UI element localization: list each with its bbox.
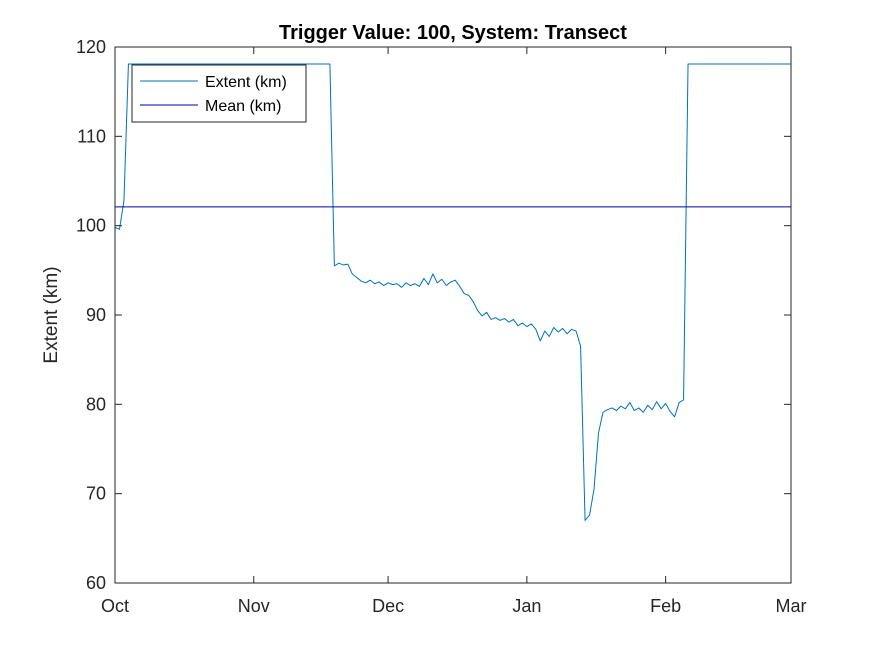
y-tick-label: 110	[77, 126, 106, 146]
legend-box	[131, 64, 307, 123]
y-tick-label: 60	[86, 573, 106, 593]
chart-title: Trigger Value: 100, System: Transect	[279, 22, 627, 44]
y-tick-label: 120	[76, 37, 106, 57]
y-tick-label: 80	[86, 394, 106, 414]
series-line-extent	[114, 63, 791, 521]
legend-entries: Extent (km) Mean (km)	[140, 74, 287, 115]
legend: Extent (km) Mean (km)	[131, 64, 307, 123]
legend-entry-label: Mean (km)	[205, 98, 281, 115]
x-tick-label: Jan	[512, 596, 541, 616]
x-tick-label: Mar	[776, 596, 807, 616]
x-tick-label: Oct	[101, 596, 129, 616]
plot-frame	[114, 46, 792, 584]
legend-entry-label: Extent (km)	[205, 74, 287, 91]
x-axis-ticks: Oct Nov Dec Jan Feb Mar	[101, 47, 807, 616]
x-tick-label: Feb	[650, 596, 681, 616]
y-axis-label: Extent (km)	[41, 266, 62, 363]
x-tick-label: Dec	[372, 596, 404, 616]
series-layer	[114, 63, 791, 521]
x-tick-label: Nov	[238, 596, 270, 616]
y-tick-label: 70	[86, 484, 106, 504]
y-axis-ticks: 60 70 80 90 100 110 120	[76, 37, 791, 593]
y-tick-label: 100	[76, 216, 106, 236]
y-tick-label: 90	[86, 305, 106, 325]
plot-area	[115, 47, 791, 583]
